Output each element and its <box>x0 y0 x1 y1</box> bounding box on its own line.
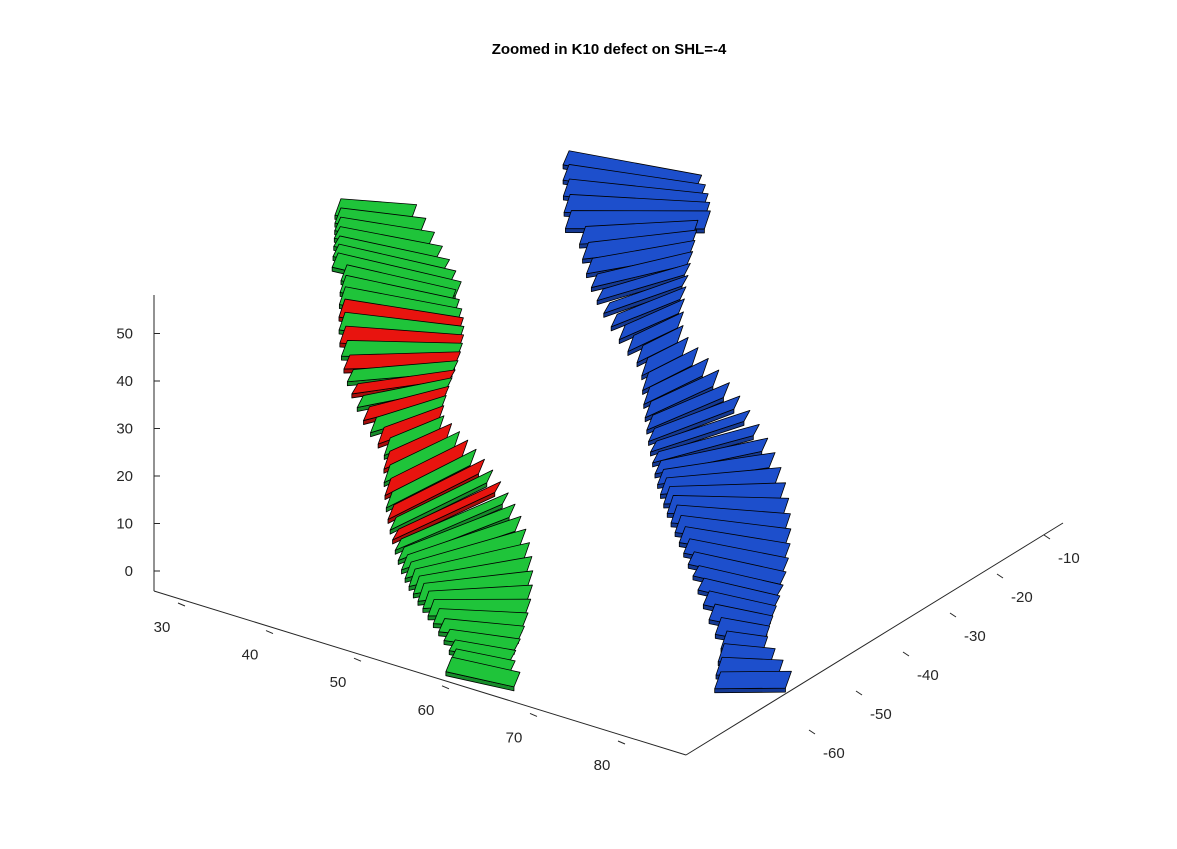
blue-slab-19 <box>646 382 730 431</box>
y-tick-label-2: -30 <box>964 628 986 645</box>
x-tick-mark-1 <box>265 630 274 635</box>
y-tick-label-4: -50 <box>870 706 892 723</box>
blue-slab-10 <box>603 275 689 314</box>
x-tick-label-1: 40 <box>242 647 259 664</box>
blue-slab-9 <box>596 262 691 301</box>
blue-slab-20 <box>648 395 741 442</box>
y-tick-mark-0 <box>1043 534 1051 540</box>
y-tick-mark-4 <box>855 690 863 696</box>
blue-slab-18 <box>644 369 720 419</box>
z-tick-label-1: 10 <box>116 516 133 533</box>
blue-slab-22 <box>652 424 760 464</box>
green-slab-30 <box>397 503 516 561</box>
x-axis-line <box>153 590 687 756</box>
y-tick-mark-5 <box>808 729 816 735</box>
blue-slab-21 <box>650 410 751 453</box>
x-tick-label-3: 60 <box>418 702 435 719</box>
green-slab-26 <box>387 458 485 520</box>
x-tick-label-5: 80 <box>594 757 611 774</box>
blue-slab-23 <box>654 437 769 475</box>
blue-slab-12 <box>618 298 685 341</box>
y-tick-mark-1 <box>996 573 1004 579</box>
y-tick-label-0: -10 <box>1058 550 1080 567</box>
z-tick-label-5: 50 <box>116 326 133 343</box>
y-tick-label-3: -40 <box>917 667 939 684</box>
z-ticks: 0 10 20 30 40 50 <box>116 326 160 580</box>
y-tick-mark-3 <box>902 651 910 657</box>
z-tick-label-0: 0 <box>125 563 133 580</box>
z-tick-label-2: 20 <box>116 468 133 485</box>
z-tick-label-4: 40 <box>116 373 133 390</box>
y-tick-label-1: -20 <box>1011 589 1033 606</box>
x-tick-label-0: 30 <box>154 619 171 636</box>
x-tick-mark-2 <box>353 657 362 662</box>
green-slab-27 <box>389 469 494 531</box>
z-axis: 0 10 20 30 40 50 <box>116 295 160 591</box>
y-ticks: -10 -20 -30 -40 -50 -60 <box>808 534 1080 762</box>
green-slab-28 <box>392 481 502 541</box>
x-tick-label-2: 50 <box>330 674 347 691</box>
x-axis: 30 40 50 60 70 80 <box>153 590 687 774</box>
green-slab-29 <box>394 492 509 551</box>
blue-slab-41 <box>714 670 792 690</box>
strand-a-green <box>331 198 534 692</box>
x-tick-label-4: 70 <box>506 729 523 746</box>
blue-slab-17 <box>643 357 709 405</box>
green-slab-25 <box>385 448 477 509</box>
strand-b-blue <box>562 150 792 694</box>
x-tick-mark-0 <box>177 602 186 607</box>
y-axis-line <box>685 522 1064 756</box>
y-tick-label-5: -60 <box>823 745 845 762</box>
blue-slab-11 <box>610 286 687 328</box>
y-tick-mark-2 <box>949 612 957 618</box>
x-tick-mark-4 <box>529 712 538 717</box>
chart-title: Zoomed in K10 defect on SHL=-4 <box>492 41 727 58</box>
x-tick-mark-3 <box>441 685 450 690</box>
blue-slab-16 <box>642 347 699 391</box>
y-axis: -10 -20 -30 -40 -50 -60 <box>685 522 1080 762</box>
x-ticks: 30 40 50 60 70 80 <box>154 602 626 774</box>
z-tick-label-3: 30 <box>116 421 133 438</box>
x-tick-mark-5 <box>617 740 626 745</box>
green-slab-43 <box>445 656 521 688</box>
